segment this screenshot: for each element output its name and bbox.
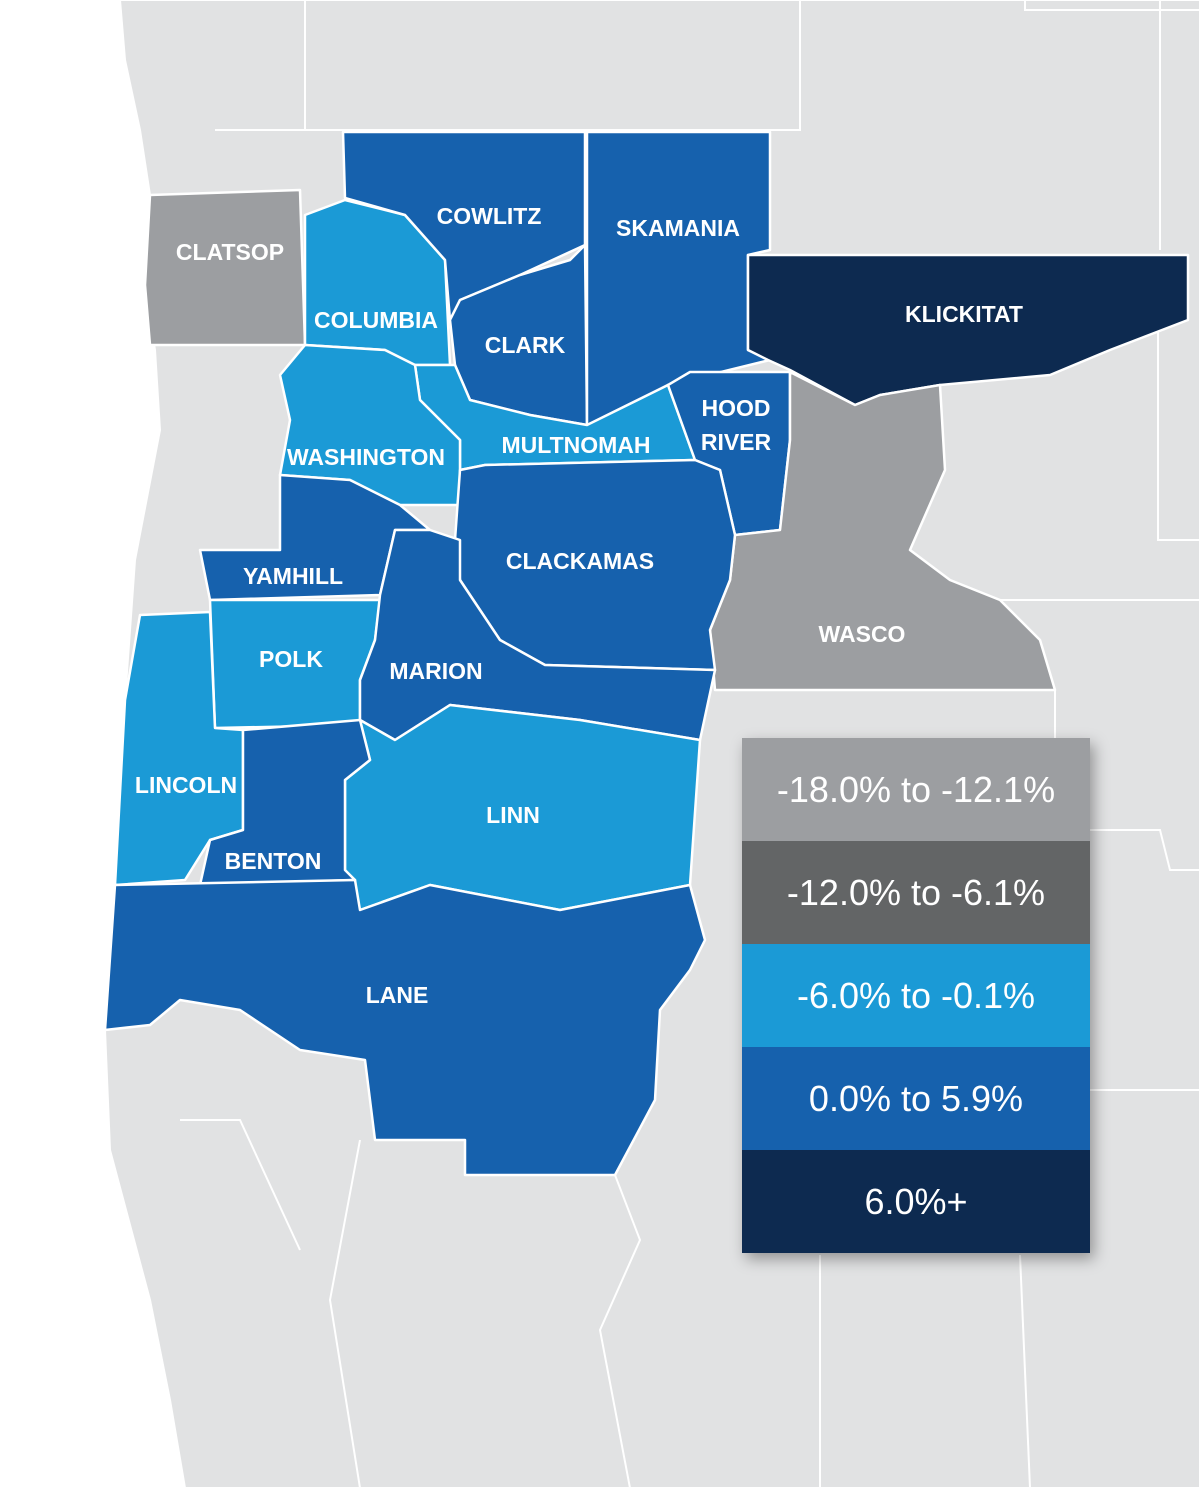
legend-item: -18.0% to -12.1% — [742, 738, 1090, 841]
county-label: CLACKAMAS — [505, 548, 655, 574]
county-label: YAMHILL — [242, 563, 344, 589]
county-label: WASCO — [818, 621, 906, 647]
counties — [103, 130, 1190, 1177]
county-shape — [143, 188, 307, 347]
county-label: POLK — [259, 646, 323, 672]
legend: -18.0% to -12.1% -12.0% to -6.1% -6.0% to … — [742, 738, 1090, 1253]
county-label: SKAMANIA — [616, 215, 740, 241]
county-label: COWLITZ — [436, 203, 542, 229]
legend-item: 0.0% to 5.9% — [742, 1047, 1090, 1150]
county-label: MARION — [389, 658, 483, 684]
county-label: MULTNOMAH — [501, 432, 651, 458]
county-label: HOOD RIVER — [700, 395, 772, 455]
legend-item: 6.0%+ — [742, 1150, 1090, 1253]
county-label: CLARK — [484, 332, 566, 358]
legend-item: -12.0% to -6.1% — [742, 841, 1090, 944]
county-label: CLATSOP — [175, 239, 285, 265]
county-label: LINN — [486, 802, 540, 828]
background-borders — [180, 0, 1200, 1488]
county-shape — [708, 370, 1057, 692]
county-shape — [103, 878, 707, 1177]
county-shape — [278, 343, 462, 507]
legend-item: -6.0% to -0.1% — [742, 944, 1090, 1047]
county-label: KLICKITAT — [905, 301, 1023, 327]
county-label: LINCOLN — [134, 772, 238, 798]
county-shape — [198, 718, 372, 887]
county-label: WASHINGTON — [286, 444, 446, 470]
county-label: LANE — [365, 982, 429, 1008]
county-label: COLUMBIA — [314, 307, 438, 333]
county-label: BENTON — [224, 848, 322, 874]
